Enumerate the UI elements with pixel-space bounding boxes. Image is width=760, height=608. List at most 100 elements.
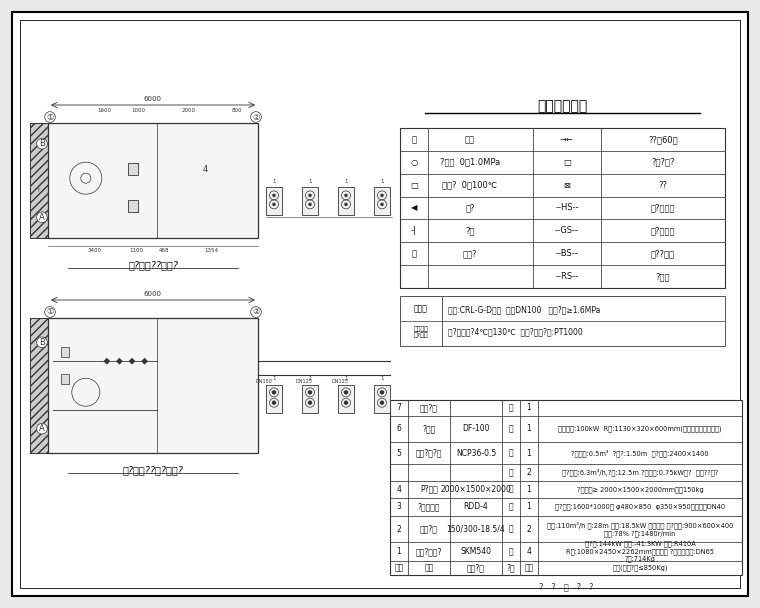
Polygon shape [116, 358, 122, 364]
Bar [390, 400, 742, 575]
Text: --GS--: --GS-- [555, 226, 579, 235]
Circle shape [381, 401, 384, 404]
Text: ○: ○ [410, 158, 418, 167]
Text: 台: 台 [508, 449, 513, 458]
Polygon shape [129, 358, 135, 364]
Text: B: B [39, 139, 45, 148]
Text: 符: 符 [411, 135, 416, 144]
Text: 1: 1 [527, 424, 531, 434]
Circle shape [309, 391, 312, 394]
Text: 台: 台 [508, 547, 513, 556]
Text: 温度?  0～100℃: 温度? 0～100℃ [442, 181, 498, 190]
Text: 1: 1 [344, 376, 348, 381]
Bar [30, 123, 48, 238]
Text: ①: ① [46, 112, 54, 122]
Text: ?虑面积≥ 2000×1500×2000mm自重150kg: ?虑面积≥ 2000×1500×2000mm自重150kg [577, 486, 703, 492]
Text: 1100: 1100 [129, 247, 143, 252]
Text: 循环?泵: 循环?泵 [420, 525, 438, 534]
Text: 备注(重要?量≤850Kg): 备注(重要?量≤850Kg) [613, 564, 668, 571]
Text: 2: 2 [397, 525, 401, 534]
Bar [48, 318, 258, 453]
Text: 最?尺寸:1600*1000箱 φ480×850  φ350×950连接管路DN40: 最?尺寸:1600*1000箱 φ480×850 φ350×950连接管路DN4… [555, 503, 725, 510]
Text: 468: 468 [158, 247, 169, 252]
Text: 6000: 6000 [144, 96, 162, 102]
Text: DN125: DN125 [331, 379, 348, 384]
Text: 规格?号: 规格?号 [467, 563, 485, 572]
Bar [302, 384, 318, 412]
Text: A: A [39, 424, 45, 433]
Text: 台: 台 [508, 403, 513, 412]
Text: 5: 5 [397, 449, 401, 458]
Text: 1: 1 [309, 179, 312, 184]
Text: 2: 2 [527, 525, 531, 534]
Bar [128, 163, 138, 175]
Polygon shape [104, 358, 109, 364]
Text: ①: ① [46, 308, 54, 317]
Text: ?: ? [36, 188, 40, 193]
Text: 台: 台 [508, 502, 513, 511]
Text: 1: 1 [272, 376, 276, 381]
Text: RDD-4: RDD-4 [464, 502, 489, 511]
Polygon shape [141, 358, 147, 364]
Text: 流量:110m³/h 扬:28m 功率:18.5kW 一备一个 最?尺寸:900×600×400
整机:78% ?速:1480r/min: 流量:110m³/h 扬:28m 功率:18.5kW 一备一个 最?尺寸:900… [546, 522, 733, 537]
Text: ②: ② [252, 308, 260, 317]
Text: ?池容量:0.5m³  ?池?:1.50m  最?尺寸:2400×1400: ?池容量:0.5m³ ?池?:1.50m 最?尺寸:2400×1400 [572, 449, 709, 457]
Text: 1: 1 [527, 403, 531, 412]
Circle shape [344, 391, 347, 394]
Text: ?合集控箱: ?合集控箱 [418, 502, 440, 511]
Text: B: B [39, 338, 45, 347]
Circle shape [309, 203, 312, 206]
Text: 1: 1 [309, 376, 312, 381]
Text: 制?量:144kW 低温:-41.3KW 冷媒:R410A
R台:1080×2450×2262mm外形尺寸 ?连液管管径:DN65
?重:714Kg: 制?量:144kW 低温:-41.3KW 冷媒:R410A R台:1080×24… [566, 541, 714, 562]
Text: 7: 7 [397, 403, 401, 412]
Bar [61, 347, 68, 357]
Bar [61, 374, 68, 384]
Text: A: A [39, 213, 45, 222]
Text: 2: 2 [527, 468, 531, 477]
Text: 机房超声
波?量表: 机房超声 波?量表 [413, 326, 429, 338]
Text: 序号: 序号 [394, 563, 404, 572]
Text: 水表: 水表 [465, 135, 475, 144]
Text: ?: ? [36, 142, 40, 147]
Text: ?性?锁?: ?性?锁? [651, 158, 675, 167]
Bar [338, 384, 354, 412]
Bar [302, 187, 318, 215]
Bar [30, 318, 48, 453]
Bar [400, 128, 725, 288]
Text: 6: 6 [397, 424, 401, 434]
Text: 供?回水管: 供?回水管 [651, 204, 675, 213]
Text: 空?机房??定位?: 空?机房??定位? [128, 260, 178, 270]
Text: 台: 台 [508, 525, 513, 534]
Text: 2000: 2000 [182, 108, 196, 114]
Circle shape [381, 391, 384, 394]
Text: 1: 1 [527, 502, 531, 511]
Text: 冷却?补?机: 冷却?补?机 [416, 449, 442, 458]
Text: 4: 4 [397, 485, 401, 494]
Text: 6000: 6000 [144, 291, 162, 297]
Text: 弁: 弁 [411, 249, 416, 258]
Bar [374, 187, 390, 215]
Text: 800: 800 [232, 108, 242, 114]
Text: SKM540: SKM540 [461, 547, 492, 556]
Text: ?化水: ?化水 [656, 272, 670, 281]
Text: 定??水管: 定??水管 [651, 249, 675, 258]
Text: 容量功率:100kW  R台:1130×320×600mm(查阅机组规格书确定): 容量功率:100kW R台:1130×320×600mm(查阅机组规格书确定) [558, 426, 722, 432]
Bar [266, 384, 282, 412]
Bar [266, 187, 282, 215]
Text: ◀: ◀ [410, 204, 417, 213]
Text: 4: 4 [527, 547, 531, 556]
Text: 空?机房??管?平面?: 空?机房??管?平面? [122, 465, 183, 475]
Text: ??管60目: ??管60目 [648, 135, 678, 144]
Text: ⊠: ⊠ [563, 181, 571, 190]
Text: 供?供水管: 供?供水管 [651, 226, 675, 235]
Text: 1: 1 [527, 485, 531, 494]
Text: -|: -| [411, 226, 417, 235]
Text: 宽?流量:6.3m³/h,?组:12.5m ?叶功率:0.75kW帽?  选用??泵?: 宽?流量:6.3m³/h,?组:12.5m ?叶功率:0.75kW帽? 选用??… [562, 469, 718, 476]
Text: DN150: DN150 [255, 379, 272, 384]
Text: 3: 3 [397, 502, 401, 511]
Bar [128, 200, 138, 212]
Text: ?力表  0～1.0MPa: ?力表 0～1.0MPa [440, 158, 500, 167]
Circle shape [273, 203, 275, 206]
Text: ?堵: ?堵 [465, 226, 475, 235]
Circle shape [273, 401, 275, 404]
